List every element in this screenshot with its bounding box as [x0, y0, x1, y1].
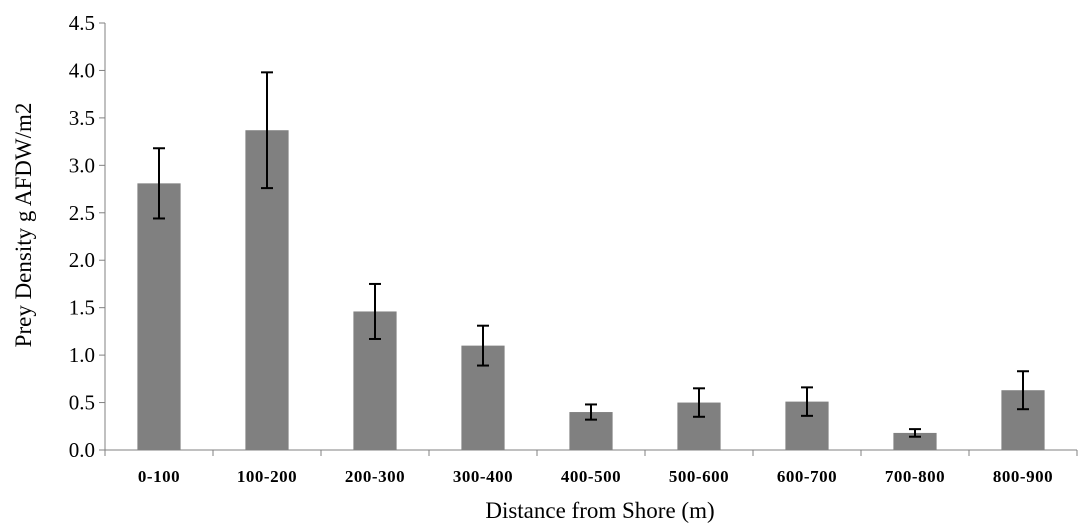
x-tick-label: 600-700 — [777, 467, 837, 486]
bars — [137, 130, 1045, 451]
y-tick-label: 4.5 — [69, 11, 95, 35]
y-tick-label: 3.5 — [69, 106, 95, 130]
y-tick-label: 0.5 — [69, 391, 95, 415]
x-tick-label: 800-900 — [993, 467, 1053, 486]
y-axis: 0.0 0.5 1.0 1.5 2.0 2.5 3.0 3.5 4.0 4.5 — [69, 11, 106, 462]
y-tick-label: 0.0 — [69, 438, 95, 462]
x-tick-label: 200-300 — [345, 467, 405, 486]
x-tick-label: 0-100 — [138, 467, 180, 486]
y-axis-title: Prey Density g AFDW/m2 — [11, 103, 36, 348]
error-bars — [153, 71, 1029, 438]
y-tick-label: 4.0 — [69, 58, 95, 82]
bar-700-800 — [893, 432, 937, 450]
y-tick-label: 2.5 — [69, 201, 95, 225]
x-tick-label: 300-400 — [453, 467, 513, 486]
y-tick-label: 2.0 — [69, 248, 95, 272]
y-tick-label: 1.5 — [69, 296, 95, 320]
bar-0-100 — [137, 183, 181, 450]
x-axis-title: Distance from Shore (m) — [485, 498, 714, 523]
x-tick-label: 100-200 — [237, 467, 297, 486]
x-tick-label: 500-600 — [669, 467, 729, 486]
y-tick-label: 1.0 — [69, 343, 95, 367]
x-tick-label: 700-800 — [885, 467, 945, 486]
x-axis: 0-100 100-200 200-300 300-400 400-500 500-600… — [104, 449, 1078, 486]
x-tick-label: 400-500 — [561, 467, 621, 486]
y-tick-label: 3.0 — [69, 153, 95, 177]
